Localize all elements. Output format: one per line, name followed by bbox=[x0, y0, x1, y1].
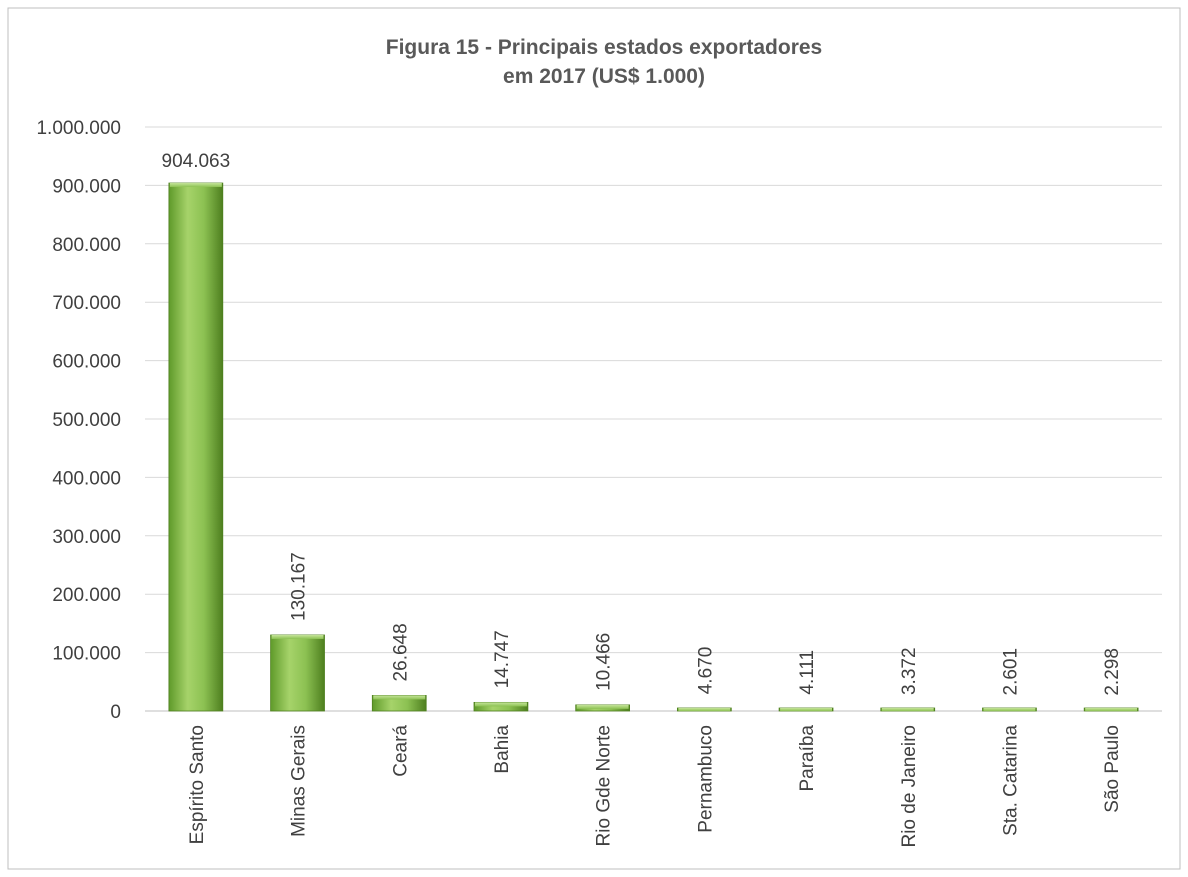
bar bbox=[676, 707, 732, 712]
bar bbox=[371, 695, 427, 712]
data-labels: 904.063 130.167 26.648 14.747 10.466 4.670 4.1… bbox=[162, 151, 1124, 696]
x-category-label: Bahia bbox=[492, 725, 513, 774]
gridlines bbox=[145, 126, 1162, 712]
y-tick-label: 1.000.000 bbox=[36, 118, 121, 139]
chart-title-line: em 2017 (US$ 1.000) bbox=[503, 65, 705, 88]
y-tick-label: 900.000 bbox=[52, 176, 121, 197]
y-tick-label: 200.000 bbox=[52, 585, 121, 606]
data-label: 3.372 bbox=[899, 647, 920, 695]
x-category-label: Minas Gerais bbox=[289, 725, 310, 837]
bar-cap bbox=[1085, 708, 1138, 711]
bar bbox=[168, 182, 224, 712]
y-tick-label: 100.000 bbox=[52, 644, 121, 665]
bar-cap bbox=[169, 183, 222, 188]
bar bbox=[1083, 707, 1139, 712]
data-label: 10.466 bbox=[594, 633, 615, 691]
bar bbox=[270, 634, 325, 712]
data-label: 2.601 bbox=[1000, 648, 1021, 696]
y-tick-label: 300.000 bbox=[52, 527, 121, 548]
y-tick-label: 0 bbox=[110, 702, 121, 723]
x-category-label: Rio Gde Norte bbox=[594, 725, 615, 846]
bar-cap bbox=[271, 634, 324, 639]
bar-cap bbox=[373, 695, 426, 700]
x-category-label: Paraíba bbox=[797, 725, 818, 792]
x-category-label: Sta. Catarina bbox=[1000, 725, 1021, 836]
x-category-label: Rio de Janeiro bbox=[899, 725, 920, 848]
bar bbox=[982, 707, 1037, 712]
bar bbox=[778, 707, 834, 712]
data-label: 130.167 bbox=[289, 552, 310, 621]
chart-title-line: Figura 15 - Principais estados exportado… bbox=[386, 36, 822, 59]
x-category-label: Ceará bbox=[390, 725, 411, 777]
bar bbox=[575, 704, 631, 712]
y-tick-label: 800.000 bbox=[52, 235, 121, 256]
data-label: 904.063 bbox=[162, 151, 231, 172]
data-label: 2.298 bbox=[1102, 648, 1123, 696]
data-label: 26.648 bbox=[390, 623, 411, 681]
bar-cap bbox=[576, 704, 629, 709]
data-label: 4.670 bbox=[695, 647, 716, 695]
bar-cap bbox=[474, 702, 527, 707]
y-tick-label: 600.000 bbox=[52, 352, 121, 373]
chart-title: Figura 15 - Principais estados exportado… bbox=[386, 36, 822, 88]
data-label: 14.747 bbox=[492, 630, 513, 688]
bar-cap bbox=[780, 708, 833, 711]
bars bbox=[168, 182, 1139, 712]
y-tick-label: 500.000 bbox=[52, 410, 121, 431]
y-tick-label: 700.000 bbox=[52, 293, 121, 314]
bar-cap bbox=[881, 708, 934, 711]
bar-body bbox=[168, 182, 224, 712]
x-category-label: Pernambuco bbox=[695, 725, 716, 833]
x-axis-categories: Espírito Santo Minas Gerais Ceará Bahia Rio … bbox=[187, 725, 1123, 848]
bar bbox=[880, 707, 936, 712]
bar-cap bbox=[678, 708, 731, 711]
x-category-label: Espírito Santo bbox=[187, 725, 208, 844]
x-category-label: São Paulo bbox=[1102, 725, 1123, 813]
y-axis-ticks: 0 100.000 200.000 300.000 400.000 500.000 600.… bbox=[36, 118, 121, 723]
bar-cap bbox=[983, 708, 1036, 711]
bar bbox=[473, 701, 529, 712]
bar-body bbox=[270, 634, 325, 712]
y-tick-label: 400.000 bbox=[52, 468, 121, 489]
data-label: 4.111 bbox=[797, 650, 818, 695]
